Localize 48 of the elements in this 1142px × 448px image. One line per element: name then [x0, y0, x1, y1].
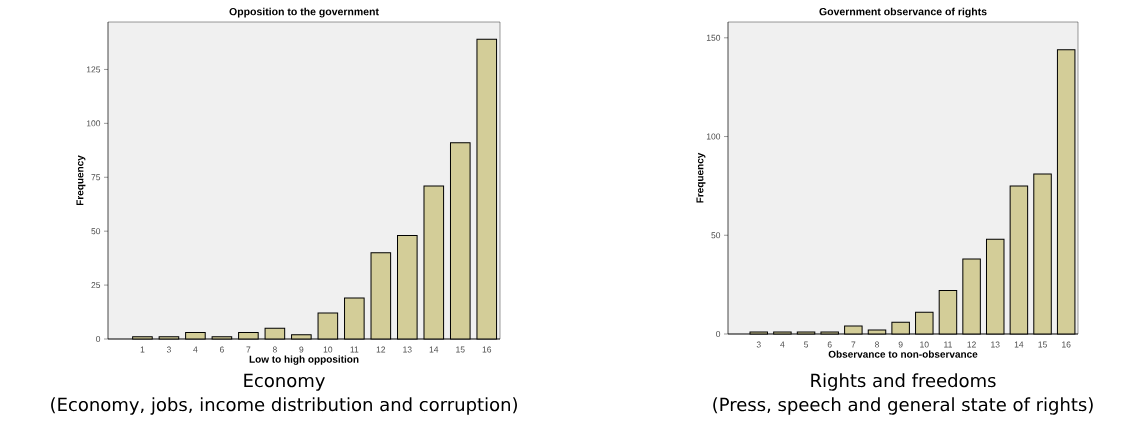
y-tick-label: 100 [86, 120, 101, 127]
x-tick-label: 8 [272, 346, 277, 353]
x-tick-label: 5 [804, 341, 809, 348]
x-tick-label: 9 [898, 341, 903, 348]
x-tick-label: 9 [299, 346, 304, 353]
chart-title: Opposition to the government [229, 7, 379, 18]
y-tick-label: 150 [706, 34, 721, 41]
x-tick-label: 6 [827, 341, 832, 348]
y-tick-label: 50 [91, 228, 101, 235]
x-tick-label: 13 [403, 346, 412, 353]
y-tick-label: 0 [96, 336, 101, 343]
x-tick-label: 12 [376, 346, 386, 353]
y-tick-label: 100 [706, 133, 721, 140]
y-axis-title: Frequency [76, 155, 86, 206]
text: Rights and freedoms [811, 373, 996, 391]
y-tick-label: 25 [91, 282, 101, 289]
x-tick-label: 12 [967, 341, 976, 348]
y-tick-label: 0 [716, 331, 721, 337]
chart-title: Government observance of rights [819, 7, 987, 18]
x-tick-label: 4 [780, 341, 785, 348]
x-tick-label: 4 [193, 346, 198, 353]
x-tick-label: 16 [482, 346, 492, 353]
x-tick-label: 16 [1062, 341, 1071, 348]
x-tick-label: 11 [944, 341, 952, 348]
text: Economy [244, 373, 325, 391]
x-axis-title: Observance to non-observance [828, 350, 978, 358]
x-tick-label: 3 [166, 346, 171, 353]
x-tick-label: 14 [429, 346, 439, 353]
y-tick-label: 125 [86, 66, 101, 73]
x-tick-label: 11 [350, 346, 359, 353]
x-tick-label: 7 [246, 346, 251, 353]
x-tick-label: 1 [140, 346, 145, 353]
text: (Economy, jobs, income distribution and corruption) [51, 397, 517, 415]
x-tick-label: 14 [1014, 341, 1024, 348]
x-tick-label: 13 [991, 341, 1000, 348]
x-tick-label: 10 [920, 341, 929, 348]
x-tick-label: 6 [219, 346, 224, 353]
x-tick-label: 15 [1038, 341, 1047, 348]
x-tick-label: 3 [756, 341, 761, 348]
y-axis-title: Frequency [696, 152, 706, 203]
x-tick-label: 7 [851, 341, 856, 348]
x-tick-label: 8 [875, 341, 879, 348]
x-tick-label: 15 [456, 346, 465, 353]
y-tick-label: 50 [711, 232, 721, 239]
x-axis-title: Low to high opposition [249, 355, 359, 365]
x-tick-label: 10 [323, 346, 333, 353]
y-tick-label: 75 [91, 174, 101, 181]
text: (Press, speech and general state of rights) [713, 397, 1093, 415]
